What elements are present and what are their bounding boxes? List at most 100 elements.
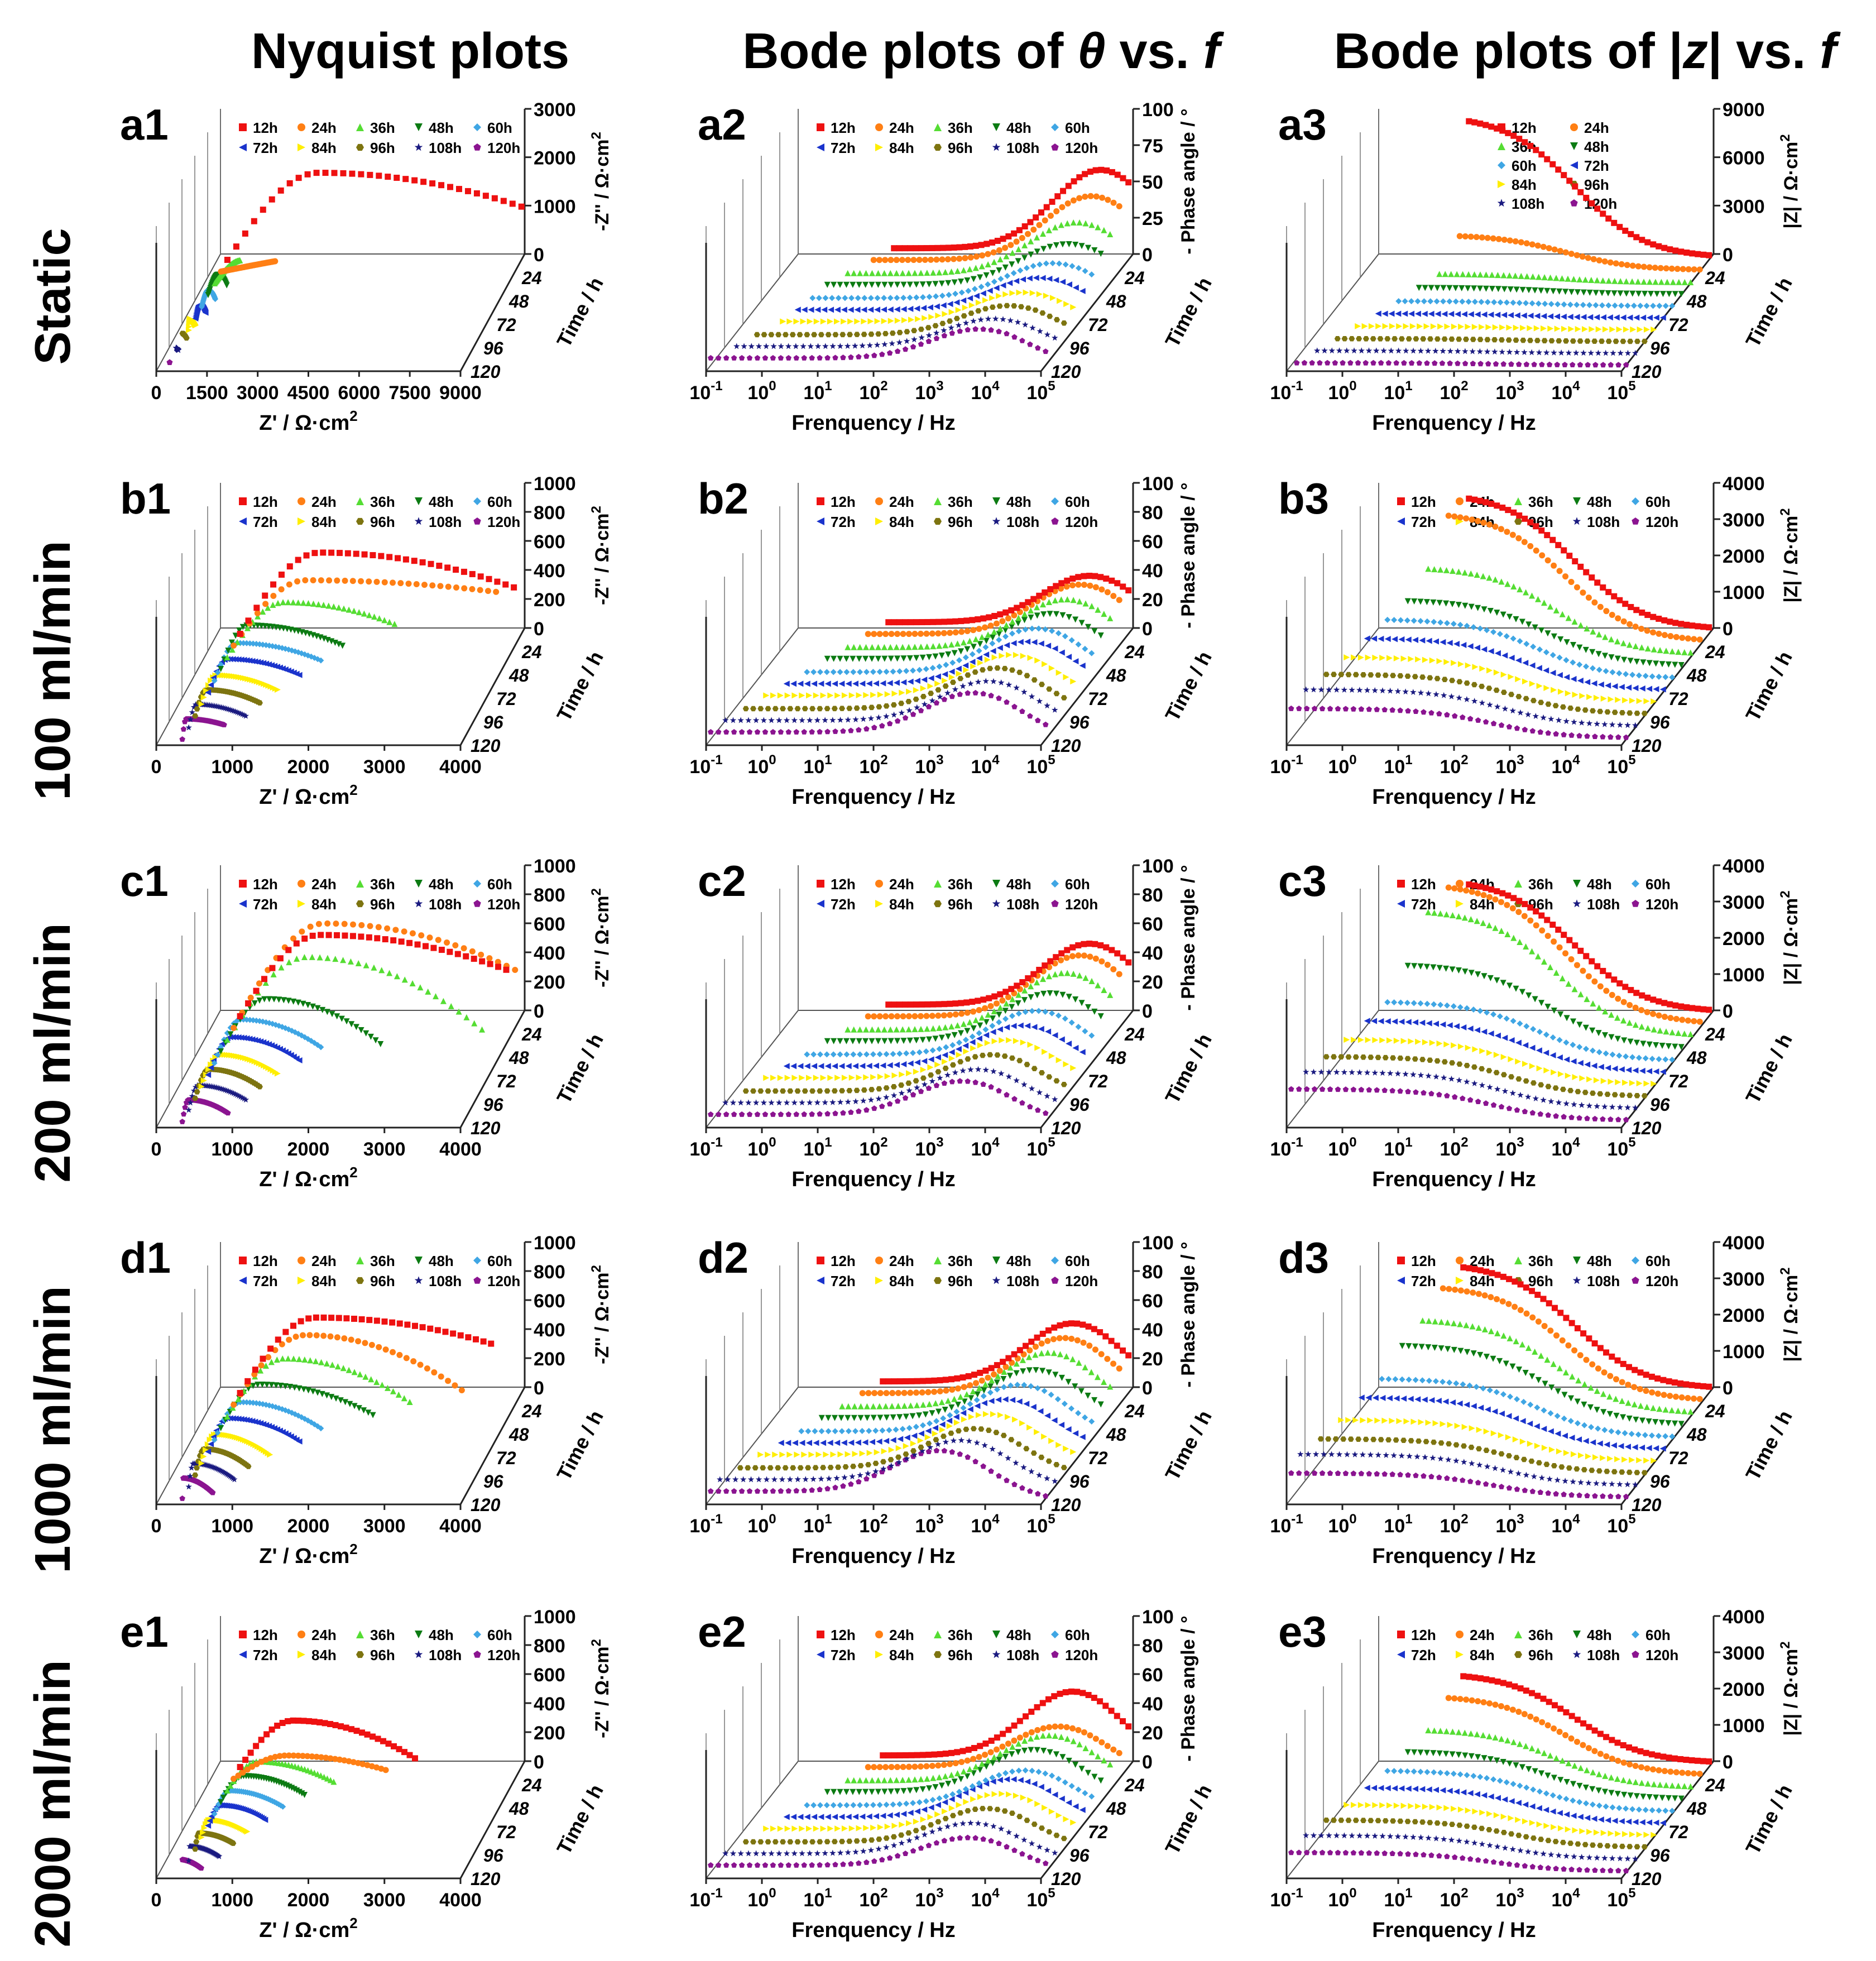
data-point xyxy=(1433,298,1440,305)
data-point xyxy=(411,558,418,564)
data-point xyxy=(1382,1054,1389,1061)
legend-label: 108h xyxy=(429,896,462,913)
data-point xyxy=(1517,1091,1524,1098)
data-point xyxy=(874,342,881,348)
time-tick-label: 24 xyxy=(521,268,542,288)
data-point xyxy=(1000,316,1006,322)
data-point xyxy=(1098,586,1105,593)
data-point xyxy=(1562,249,1569,256)
data-point xyxy=(847,332,853,338)
data-point xyxy=(1087,582,1093,589)
data-point xyxy=(936,1024,943,1031)
data-point xyxy=(188,1464,195,1471)
data-point xyxy=(963,617,970,624)
data-point xyxy=(444,564,451,571)
data-point xyxy=(1557,636,1564,643)
data-point xyxy=(1510,934,1517,941)
data-point xyxy=(1091,628,1098,635)
data-point xyxy=(1451,1042,1457,1049)
data-point xyxy=(1398,636,1405,643)
data-point xyxy=(861,318,867,325)
data-point xyxy=(1625,684,1632,691)
data-point xyxy=(1026,1424,1033,1431)
data-point xyxy=(208,677,214,684)
data-point xyxy=(1568,578,1575,585)
data-point xyxy=(809,354,815,361)
data-point xyxy=(763,343,770,349)
data-point xyxy=(1559,275,1566,282)
data-point xyxy=(1501,1034,1508,1041)
legend-label: 48h xyxy=(429,1253,454,1269)
data-point xyxy=(948,1023,955,1030)
data-point xyxy=(857,270,863,276)
data-point xyxy=(832,1063,838,1070)
data-point xyxy=(1462,968,1469,975)
data-point xyxy=(1560,313,1567,320)
data-point xyxy=(1463,337,1469,342)
data-point xyxy=(1555,541,1562,548)
data-point xyxy=(893,270,900,276)
data-point xyxy=(825,1415,832,1421)
data-point xyxy=(800,343,807,349)
data-point xyxy=(1055,1442,1062,1449)
data-point xyxy=(324,1392,330,1399)
data-point xyxy=(1008,1437,1015,1442)
data-point xyxy=(1436,711,1442,717)
data-point xyxy=(1094,1374,1101,1380)
data-point xyxy=(1443,620,1450,626)
data-point xyxy=(985,281,991,287)
data-point xyxy=(1513,324,1519,331)
data-point xyxy=(1462,360,1469,366)
data-point xyxy=(1646,660,1653,667)
data-point xyxy=(1035,1490,1041,1497)
data-point xyxy=(1570,338,1576,344)
data-point xyxy=(363,962,370,968)
legend-marker xyxy=(356,497,364,505)
data-point xyxy=(1559,611,1566,617)
data-point xyxy=(1544,287,1551,294)
data-point xyxy=(1007,317,1014,324)
data-point xyxy=(1310,686,1317,693)
data-point xyxy=(1040,231,1047,237)
data-point xyxy=(958,1000,965,1006)
data-point xyxy=(1700,1006,1707,1013)
data-point xyxy=(1092,167,1099,174)
time-tick-label: 24 xyxy=(1124,1401,1145,1421)
data-point xyxy=(1620,1017,1627,1024)
data-point xyxy=(973,1380,980,1387)
data-point xyxy=(1009,630,1015,637)
data-point xyxy=(779,1451,786,1458)
data-point xyxy=(991,993,998,1000)
data-point xyxy=(867,318,874,325)
data-point xyxy=(1016,1058,1023,1063)
data-point xyxy=(1009,1004,1015,1010)
data-point xyxy=(1579,253,1586,260)
data-point xyxy=(1582,707,1589,713)
data-point xyxy=(1081,952,1087,959)
data-point xyxy=(1480,919,1486,926)
data-point xyxy=(1494,703,1501,710)
data-point xyxy=(845,1451,851,1457)
data-point xyxy=(941,333,948,338)
data-point xyxy=(1553,275,1560,281)
data-point xyxy=(1659,686,1666,693)
legend-marker xyxy=(817,1277,824,1284)
y-axis-label: -Z'' / Ω·cm2 xyxy=(589,1265,613,1364)
data-point xyxy=(909,1413,916,1420)
legend-marker xyxy=(1572,517,1581,525)
data-point xyxy=(791,1440,798,1446)
legend-marker xyxy=(992,899,1001,908)
data-point xyxy=(246,1035,253,1042)
data-point xyxy=(899,257,905,263)
data-point xyxy=(863,1475,870,1481)
y-tick-label: 1000 xyxy=(1723,582,1765,603)
data-point xyxy=(1017,267,1024,274)
data-point xyxy=(1600,1078,1607,1085)
data-point xyxy=(1600,314,1607,321)
panel-label: c3 xyxy=(1278,856,1327,905)
data-point xyxy=(1437,323,1444,330)
data-point xyxy=(1064,200,1071,207)
data-point xyxy=(1025,599,1031,606)
data-point xyxy=(1047,958,1054,965)
data-point xyxy=(920,1075,927,1081)
